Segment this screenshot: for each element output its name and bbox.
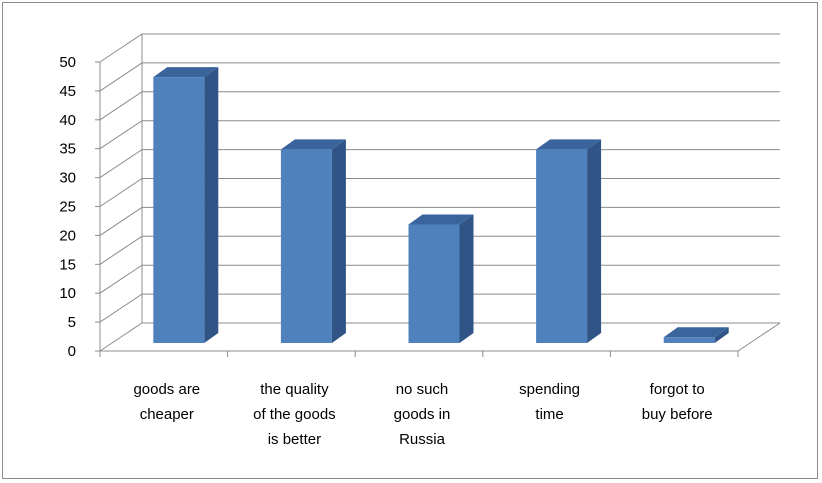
gridline <box>99 62 780 92</box>
bar-top <box>536 139 602 150</box>
x-category-label: no such goods in Russia <box>394 381 451 448</box>
y-tick-label: 10 <box>59 285 76 302</box>
bar-side <box>331 139 346 343</box>
y-tick-label: 50 <box>59 54 76 71</box>
x-category-label: the quality of the goods is better <box>253 381 336 448</box>
bar-front <box>408 224 460 343</box>
y-tick-label: 5 <box>68 314 76 331</box>
y-axis-ticks: 0 5 10 15 20 25 30 35 40 45 50 <box>59 54 739 360</box>
x-category-label: spending time <box>519 381 580 423</box>
gridline <box>99 120 780 150</box>
bar-top <box>280 139 346 150</box>
bar <box>408 214 474 343</box>
bar-front <box>536 149 588 343</box>
y-tick-label: 35 <box>59 141 76 158</box>
y-tick-label: 20 <box>59 227 76 244</box>
gridline <box>99 91 780 121</box>
bar-top <box>663 327 729 338</box>
y-tick-label: 40 <box>59 112 76 129</box>
bar <box>663 327 729 343</box>
bar <box>153 67 219 344</box>
bar-top <box>153 67 219 78</box>
bar-front <box>663 337 715 343</box>
y-tick-label: 25 <box>59 199 76 216</box>
bar <box>280 139 346 343</box>
bar-side <box>714 327 729 343</box>
x-axis-labels: goods are cheaper the quality of the goods i… <box>133 381 712 448</box>
x-category-label: goods are cheaper <box>133 381 200 423</box>
bar-top <box>408 214 474 225</box>
y-tick-label: 15 <box>59 256 76 273</box>
y-tick-label: 30 <box>59 170 76 187</box>
y-tick-label: 0 <box>68 343 76 360</box>
bar-side <box>204 67 219 344</box>
bar-front <box>153 77 205 344</box>
bar-side <box>587 139 602 343</box>
bars <box>153 67 729 344</box>
y-tick-label: 45 <box>59 83 76 100</box>
bar-side <box>459 214 474 343</box>
x-category-label: forgot to buy before <box>642 381 713 423</box>
gridline <box>99 33 780 63</box>
bar <box>536 139 602 343</box>
bar-front <box>280 149 332 343</box>
